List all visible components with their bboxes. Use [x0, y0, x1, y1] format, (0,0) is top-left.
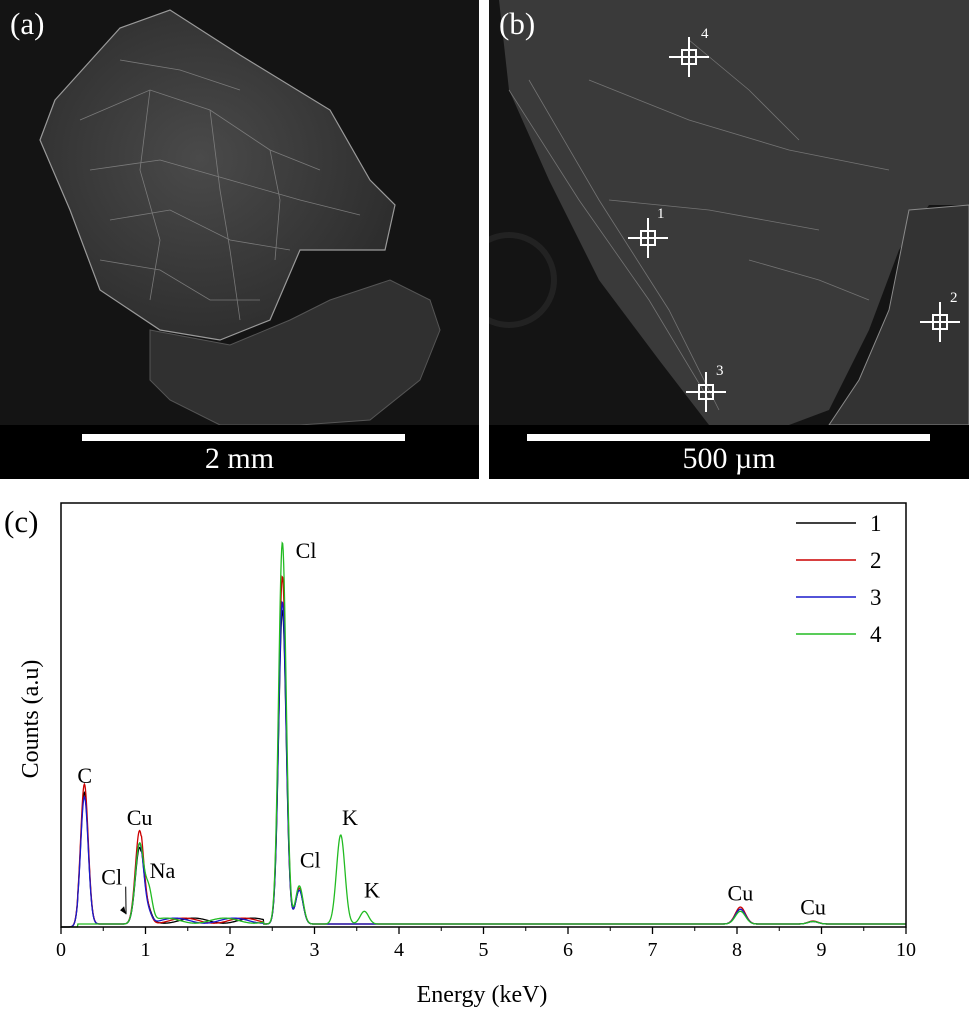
series-line-4 [61, 543, 906, 927]
series-line-2 [61, 577, 906, 927]
peak-label-2: Cl [101, 865, 122, 890]
x-tick-label-10: 10 [896, 939, 916, 961]
plot-frame [61, 503, 906, 927]
x-tick-label-6: 6 [563, 939, 573, 961]
peak-label-7: K [364, 877, 380, 902]
x-tick-label-0: 0 [56, 939, 66, 961]
marker-label-3: 3 [716, 363, 724, 380]
scalebar-line-a [82, 434, 405, 441]
y-axis-label: Counts (a.u) [18, 660, 44, 779]
peak-label-4: Cl [296, 538, 317, 563]
sem-image-b: (b) 4 1 2 3 500 µm [489, 0, 969, 479]
sem-image-a: (a) 2 mm [0, 0, 479, 479]
x-tick-label-4: 4 [394, 939, 404, 961]
scalebar-strip-a: 2 mm [0, 425, 479, 479]
x-tick-label-2: 2 [225, 939, 235, 961]
series-line-1 [61, 611, 906, 927]
peak-label-0: C [77, 763, 92, 788]
peak-arrowhead-2 [120, 906, 126, 914]
peak-label-8: Cu [728, 881, 754, 906]
peak-label-9: Cu [800, 894, 826, 919]
axis-layer: 0 1 2 3 4 5 6 7 8 9 10 [56, 503, 916, 961]
legend-label-3: 3 [870, 585, 882, 610]
peak-label-5: Cl [300, 848, 321, 873]
x-tick-label-1: 1 [141, 939, 151, 961]
scalebar-label-a: 2 mm [0, 442, 479, 476]
panel-label-b: (b) [499, 6, 535, 42]
legend-label-2: 2 [870, 548, 882, 573]
scalebar-line-b [527, 434, 930, 441]
marker-label-2: 2 [950, 290, 958, 307]
legend: 1 2 3 4 [796, 511, 882, 647]
sem-flake-b [489, 0, 969, 479]
marker-label-1: 1 [657, 206, 665, 223]
legend-label-1: 1 [870, 511, 882, 536]
series-line-3 [61, 602, 906, 927]
panel-label-c: (c) [4, 504, 38, 539]
annotation-layer: C Cu Cl Na Cl Cl K K Cu Cu [77, 538, 826, 919]
x-tick-label-7: 7 [648, 939, 658, 961]
peak-label-1: Cu [127, 805, 153, 830]
x-tick-label-8: 8 [732, 939, 742, 961]
scalebar-strip-b: 500 µm [489, 425, 969, 479]
series-layer [61, 543, 906, 927]
x-axis-label: Energy (keV) [417, 982, 548, 1008]
legend-label-4: 4 [870, 622, 882, 647]
peak-label-3: Na [150, 858, 176, 883]
x-tick-label-3: 3 [310, 939, 320, 961]
x-tick-label-5: 5 [479, 939, 489, 961]
sem-flake-a [0, 0, 479, 479]
peak-label-6: K [342, 805, 358, 830]
x-tick-label-9: 9 [817, 939, 827, 961]
marker-label-4: 4 [701, 26, 709, 43]
scalebar-label-b: 500 µm [489, 442, 969, 476]
panel-label-a: (a) [10, 6, 44, 42]
